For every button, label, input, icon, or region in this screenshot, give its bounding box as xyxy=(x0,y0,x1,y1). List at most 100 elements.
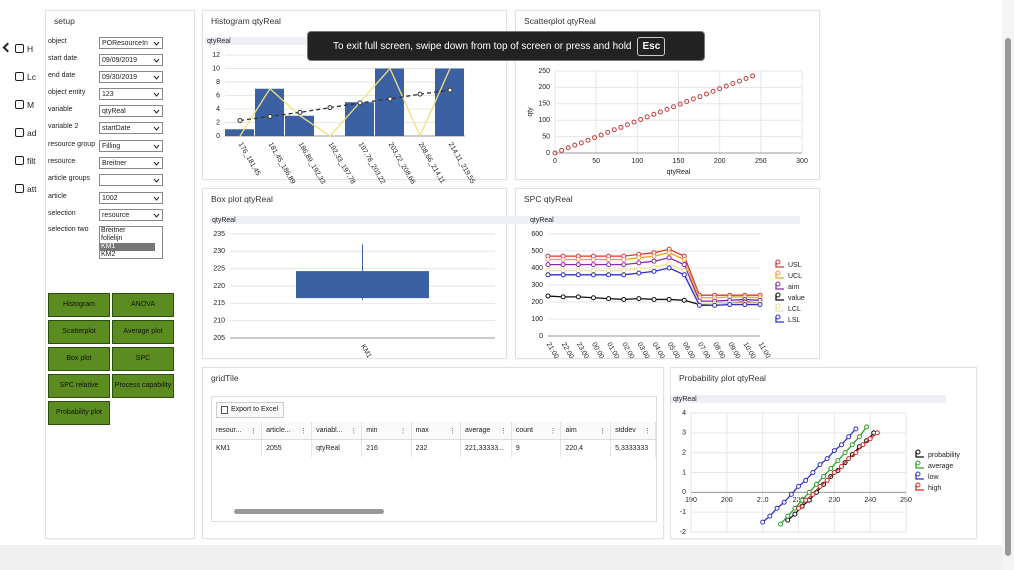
field-value: qtyReal xyxy=(102,108,126,115)
table-cell: 232 xyxy=(411,439,462,457)
action-button[interactable]: SPC relative xyxy=(48,374,110,398)
header-row: resour... ⋮ article... ⋮ variabl... ⋮ min ⋮ max ⋮… xyxy=(212,422,656,440)
action-button[interactable]: Box plot xyxy=(48,347,110,371)
action-button[interactable]: Histogram xyxy=(48,293,110,317)
probability-panel: Probability plot qtyReal xyxy=(670,367,977,539)
column-menu[interactable]: ⋮ xyxy=(300,427,308,435)
action-button[interactable]: SPC xyxy=(112,347,174,371)
chevron xyxy=(153,109,160,114)
chevron xyxy=(153,41,160,46)
nav-label: M xyxy=(27,100,35,110)
nav-icon xyxy=(15,100,24,109)
column-menu[interactable]: ⋮ xyxy=(350,427,358,435)
column-label: article... xyxy=(266,426,291,434)
export-label: Export to Excel xyxy=(231,406,279,413)
panel-title: Probability plot qtyReal xyxy=(679,373,766,383)
field-label: resource xyxy=(48,158,76,165)
table-cell: qtyReal xyxy=(311,439,363,457)
field-label: object xyxy=(48,38,67,45)
column-menu[interactable]: ⋮ xyxy=(399,427,407,435)
field-label: variable xyxy=(48,106,73,113)
column-menu[interactable]: ⋮ xyxy=(549,427,557,435)
table-cell: 220,4 xyxy=(560,439,612,457)
field-input[interactable]: 123 xyxy=(99,88,163,100)
export-button[interactable]: Export to Excel xyxy=(216,402,285,418)
column-label: average xyxy=(465,426,491,434)
chevron xyxy=(153,196,160,201)
field-input[interactable]: Breitner xyxy=(99,157,163,169)
column-header: min ⋮ xyxy=(361,422,412,440)
column-header: variabl... ⋮ xyxy=(311,422,363,440)
column-menu[interactable]: ⋮ xyxy=(644,427,651,435)
action-button[interactable]: Scatterplot xyxy=(48,320,110,344)
field-label: article xyxy=(48,193,67,200)
column-label: variabl... xyxy=(316,426,343,434)
action-button[interactable]: Process capability xyxy=(112,374,174,398)
footer-band xyxy=(0,545,1002,570)
field-input[interactable]: 1002 xyxy=(99,192,163,204)
nav-label: H xyxy=(27,44,34,54)
chevron xyxy=(153,161,160,166)
field-input[interactable]: qtyReal xyxy=(99,105,163,117)
column-menu[interactable]: ⋮ xyxy=(449,427,456,435)
chevron xyxy=(153,58,160,63)
list-option: Breitner xyxy=(101,227,126,234)
scrollbar-thumb[interactable] xyxy=(234,509,384,514)
panel-title: gridTile xyxy=(211,373,239,383)
action-button[interactable]: Average plot xyxy=(112,320,174,344)
field-input[interactable] xyxy=(99,174,163,186)
column-menu[interactable]: ⋮ xyxy=(250,427,258,435)
field-value: 09/30/2019 xyxy=(102,74,138,81)
column-label: aim xyxy=(565,426,577,434)
field-value: Breitner xyxy=(102,160,127,167)
column-header: count ⋮ xyxy=(511,422,562,440)
column-header: resour... ⋮ xyxy=(212,422,263,440)
action-button[interactable]: ANOVA xyxy=(112,293,174,317)
field-label: selection xyxy=(48,210,76,217)
table-cell: 2055 xyxy=(261,439,313,457)
column-label: resour... xyxy=(216,426,242,434)
field-input[interactable]: resource xyxy=(99,209,163,221)
field-value: POResourceIn xyxy=(102,40,148,47)
field-input[interactable]: startDate xyxy=(99,122,163,134)
panel-title: SPC qtyReal xyxy=(524,194,573,204)
table-cell: 221,33333... xyxy=(460,439,512,457)
nav-label: filt xyxy=(27,156,36,166)
column-header: article... ⋮ xyxy=(261,422,313,440)
field-value: startDate xyxy=(102,125,131,132)
field-label: variable 2 xyxy=(48,123,79,130)
list-option: KM1 xyxy=(100,243,155,251)
table-body: KM1 2055 qtyReal 216 232 221,33333... 9 220,4 5,… xyxy=(212,439,656,457)
column-header: aim ⋮ xyxy=(560,422,612,440)
grid-panel: gridTile Export to Excel resour... ⋮ artic… xyxy=(202,367,664,539)
panel-title: Box plot qtyReal xyxy=(211,194,273,204)
grid-table: resour... ⋮ article... ⋮ variabl... ⋮ min ⋮ max ⋮… xyxy=(212,422,656,457)
field-label: article groups xyxy=(48,175,91,182)
panel-title: Histogram qtyReal xyxy=(211,16,281,26)
setup-title: setup xyxy=(54,16,75,26)
chevron xyxy=(153,92,160,97)
field-value: resource xyxy=(102,212,130,219)
listbox[interactable]: Breitner folielijn KM1 KM2 xyxy=(99,226,163,259)
list-option: folielijn xyxy=(101,235,123,242)
field-input[interactable]: POResourceIn xyxy=(99,37,163,49)
table-cell: 9 xyxy=(511,439,562,457)
spc-panel: SPC qtyReal xyxy=(515,188,820,359)
field-input[interactable]: 09/09/2019 xyxy=(99,54,163,66)
grid-frame: Export to Excel resour... ⋮ article... ⋮ var… xyxy=(211,396,657,522)
column-menu[interactable]: ⋮ xyxy=(599,427,607,435)
field-value: 09/09/2019 xyxy=(102,57,138,64)
column-label: count xyxy=(515,426,533,434)
nav-icon xyxy=(15,44,24,53)
field-input[interactable]: 09/30/2019 xyxy=(99,71,163,83)
field-label: start date xyxy=(48,55,78,62)
column-header: average ⋮ xyxy=(460,422,512,440)
scrollbar[interactable] xyxy=(1002,0,1014,570)
field-input[interactable]: Filling xyxy=(99,140,163,152)
nav-back xyxy=(2,42,13,53)
nav-label: ad xyxy=(27,128,37,138)
action-button[interactable]: Probability plot xyxy=(48,401,110,425)
nav-label: Lc xyxy=(27,72,36,82)
column-menu[interactable]: ⋮ xyxy=(499,427,507,435)
